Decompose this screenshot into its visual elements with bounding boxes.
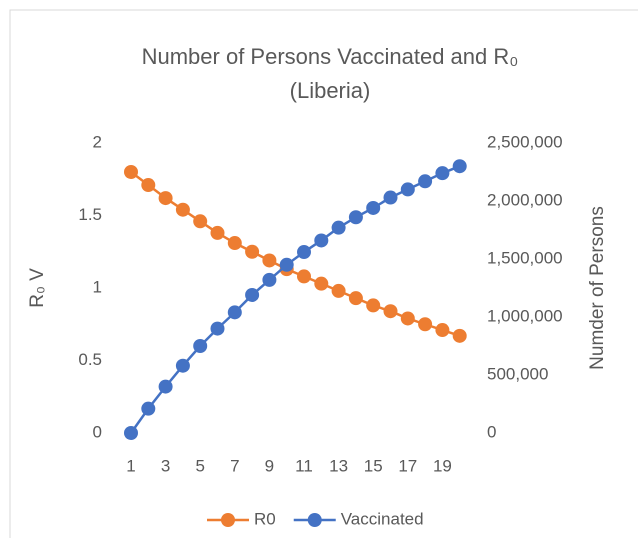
data-point <box>210 321 225 336</box>
y2-tick-label: 2,500,000 <box>487 132 563 151</box>
data-point <box>227 305 242 320</box>
data-point <box>314 276 329 291</box>
data-point <box>245 244 260 259</box>
data-point <box>262 272 277 287</box>
data-point <box>348 210 363 225</box>
x-tick-label: 7 <box>230 456 239 475</box>
data-point <box>141 178 156 193</box>
x-tick-label: 19 <box>433 456 452 475</box>
data-point <box>435 323 450 338</box>
legend-label: R0 <box>254 509 276 528</box>
data-point <box>452 159 467 174</box>
x-tick-label: 13 <box>329 456 348 475</box>
data-point <box>124 165 138 179</box>
legend-label: Vaccinated <box>341 509 424 528</box>
data-point <box>175 358 190 373</box>
x-tick-label: 11 <box>295 456 313 475</box>
y-tick-label: 0 <box>93 422 102 441</box>
y-tick-label: 1.5 <box>78 205 102 224</box>
data-point <box>193 214 208 229</box>
legend-marker <box>307 513 322 527</box>
data-point <box>193 339 208 353</box>
y-tick-label: 1 <box>93 277 102 296</box>
data-point <box>383 304 398 319</box>
x-tick-label: 17 <box>398 456 417 475</box>
data-point <box>279 257 294 272</box>
data-point <box>297 245 311 260</box>
data-point <box>210 225 225 240</box>
data-point <box>366 298 381 313</box>
y-axis-label: R₀ V <box>27 268 48 308</box>
data-point <box>418 174 433 189</box>
x-tick-label: 3 <box>161 456 170 475</box>
data-point <box>297 269 311 284</box>
data-point <box>366 200 381 215</box>
data-point <box>400 311 415 326</box>
data-point <box>245 287 260 302</box>
y2-tick-label: 2,000,000 <box>487 190 563 209</box>
series-line <box>130 171 461 338</box>
x-tick-label: 15 <box>364 456 383 475</box>
legend-marker <box>221 513 235 527</box>
y-tick-label: 0.5 <box>78 350 102 369</box>
data-point <box>158 379 173 394</box>
y-tick-label: 2 <box>93 132 102 151</box>
data-point <box>314 233 329 248</box>
chart-border <box>9 9 638 538</box>
data-point <box>331 220 346 235</box>
x-tick-label: 5 <box>195 456 204 475</box>
data-point <box>331 283 346 298</box>
y2-axis-label: Numder of Persons <box>587 206 608 370</box>
y2-tick-label: 1,000,000 <box>487 306 563 325</box>
data-point <box>400 182 415 197</box>
data-point <box>141 401 156 416</box>
data-point <box>418 317 433 332</box>
data-point <box>262 253 277 268</box>
y2-tick-label: 0 <box>487 422 496 441</box>
y2-tick-label: 1,500,000 <box>487 248 563 267</box>
data-point <box>435 166 450 181</box>
chart-title: Number of Persons Vaccinated and R₀ (Lib… <box>141 44 519 103</box>
data-point <box>175 202 190 217</box>
data-point <box>227 236 242 251</box>
x-tick-label: 1 <box>126 456 135 475</box>
data-point <box>383 190 398 205</box>
y2-tick-label: 500,000 <box>487 364 548 383</box>
data-point <box>124 426 138 440</box>
data-point <box>452 328 467 343</box>
x-tick-label: 9 <box>265 456 274 475</box>
data-point <box>348 291 363 306</box>
data-point <box>158 191 173 206</box>
